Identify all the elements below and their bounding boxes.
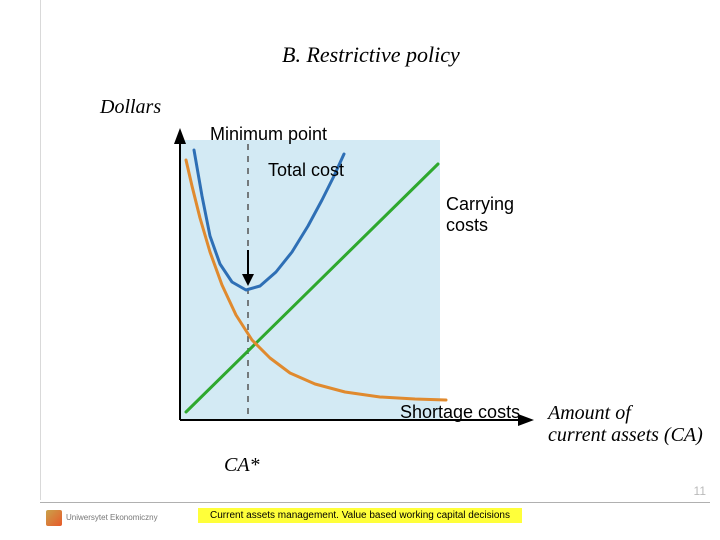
x-axis-label-line2: current assets (CA) bbox=[548, 424, 703, 446]
label-shortage-costs: Shortage costs bbox=[400, 402, 520, 423]
label-minimum-point: Minimum point bbox=[210, 124, 327, 145]
label-carrying-costs: Carrying costs bbox=[446, 194, 514, 236]
x-axis-label: Amount of current assets (CA) bbox=[548, 402, 703, 446]
y-axis-label: Dollars bbox=[100, 96, 161, 119]
footer-rule bbox=[40, 502, 710, 503]
ca-star-label: CA* bbox=[224, 454, 260, 477]
institution-logo: Uniwersytet Ekonomiczny bbox=[46, 510, 158, 526]
section-title: B. Restrictive policy bbox=[282, 42, 460, 68]
logo-text: Uniwersytet Ekonomiczny bbox=[66, 514, 158, 522]
x-axis-label-line1: Amount of bbox=[548, 402, 631, 424]
chart-container: Minimum point Total cost Carrying costs … bbox=[150, 140, 530, 440]
logo-mark-icon bbox=[46, 510, 62, 526]
footer: 11 Uniwersytet Ekonomiczny Current asset… bbox=[0, 502, 720, 540]
page-number: 11 bbox=[694, 484, 706, 498]
footer-caption: Current assets management. Value based w… bbox=[198, 508, 522, 523]
label-total-cost: Total cost bbox=[268, 160, 344, 181]
left-margin-rule bbox=[40, 0, 41, 500]
slide-page: B. Restrictive policy Dollars Minimum po… bbox=[0, 0, 720, 540]
